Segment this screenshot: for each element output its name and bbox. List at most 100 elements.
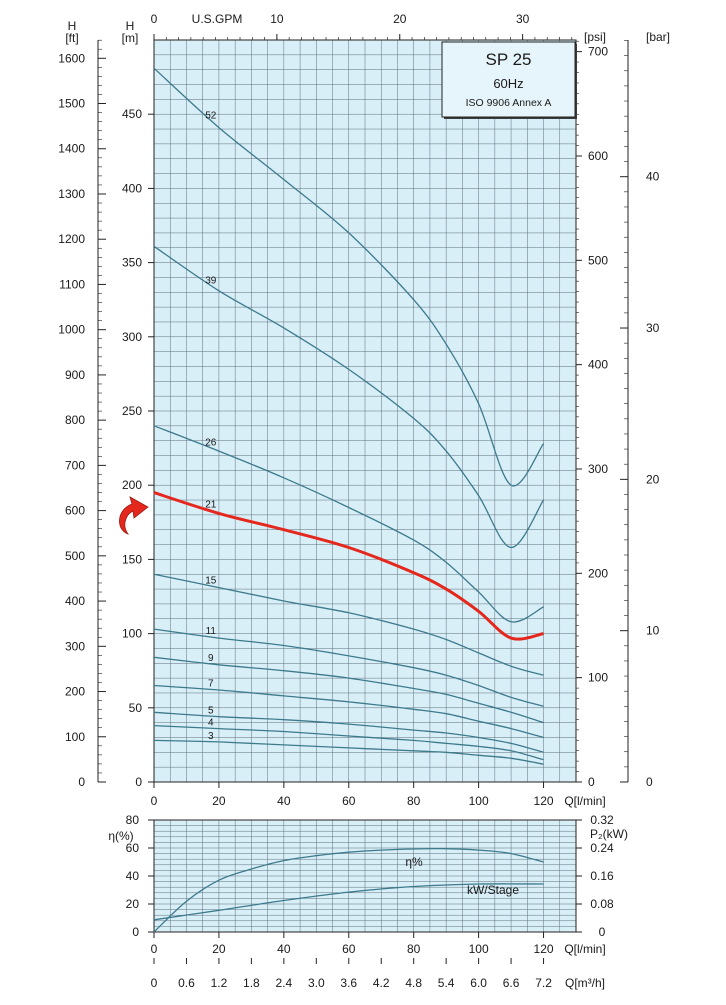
bar-tick-label: 0	[646, 775, 653, 789]
gpm-tick-label: 10	[270, 12, 284, 26]
stage-label-52: 52	[205, 111, 217, 122]
gpm-tick-label: 30	[516, 12, 530, 26]
pump-curve-stages-7	[153, 684, 544, 739]
ft-tick-label: 100	[65, 730, 85, 744]
ft-tick-label: 1500	[58, 97, 85, 111]
x-tick-label: 20	[212, 794, 226, 808]
eta-tick-label: 80	[126, 813, 140, 827]
m-tick-label: 450	[122, 107, 142, 121]
ft-tick-label: 500	[65, 549, 85, 563]
pump-curve-stages-9	[153, 656, 544, 724]
m3h-tick-label: 1.8	[243, 976, 260, 990]
ft-tick-label: 900	[65, 368, 85, 382]
stage-label-5: 5	[208, 705, 214, 716]
x-tick-label: 80	[407, 942, 421, 956]
x-axis-label: Q[l/min]	[564, 942, 605, 956]
stage-label-11: 11	[206, 626, 217, 637]
x-tick-label: 0	[151, 794, 158, 808]
p2-tick-label: 0.24	[590, 841, 614, 855]
eta-tick-label: 60	[126, 841, 140, 855]
m3h-tick-label: 2.4	[276, 976, 293, 990]
psi-tick-label: 600	[588, 149, 608, 163]
p2-tick-label: 0	[599, 925, 606, 939]
m3h-tick-label: 5.4	[438, 976, 455, 990]
m3h-tick-label: 3.0	[308, 976, 325, 990]
pump-curve-stages-39	[153, 245, 545, 549]
m-axis-unit: [m]	[122, 31, 139, 45]
pump-curve-stages-52	[153, 67, 545, 487]
ft-tick-label: 1400	[58, 142, 85, 156]
pump-curve-stages-5	[153, 711, 544, 753]
p2-tick-label: 0.08	[590, 897, 614, 911]
ft-axis-unit: [ft]	[65, 31, 78, 45]
efficiency-curve-label: η%	[405, 855, 423, 869]
x-tick-label: 60	[342, 942, 356, 956]
x-tick-label: 0	[151, 942, 158, 956]
psi-tick-label: 500	[588, 253, 608, 267]
m-axis-unit-top: H	[126, 19, 135, 33]
stage-label-7: 7	[208, 679, 214, 690]
m3h-tick-label: 1.2	[211, 976, 228, 990]
bar-tick-label: 20	[646, 472, 660, 486]
x-tick-label: 60	[342, 794, 356, 808]
psi-axis-unit: [psi]	[584, 30, 606, 44]
pump-curve-stages-4	[153, 724, 544, 761]
eta-axis-unit: η(%)	[108, 829, 133, 843]
stage-label-3: 3	[208, 731, 214, 742]
m3h-axis-label: Q[m³/h]	[565, 976, 605, 990]
psi-tick-label: 200	[588, 566, 608, 580]
pump-curve-stages-15	[153, 573, 544, 676]
eta-tick-label: 20	[126, 897, 140, 911]
ft-tick-label: 700	[65, 458, 85, 472]
ft-tick-label: 1200	[58, 232, 85, 246]
x-tick-label: 120	[534, 794, 554, 808]
ft-tick-label: 1600	[58, 51, 85, 65]
stage-label-4: 4	[208, 717, 214, 728]
ft-tick-label: 0	[78, 775, 85, 789]
bar-tick-label: 30	[646, 321, 660, 335]
frequency-label: 60Hz	[493, 76, 523, 91]
m-tick-label: 150	[122, 552, 142, 566]
x-tick-label: 100	[469, 942, 489, 956]
stage-label-26: 26	[205, 438, 217, 449]
stage-label-39: 39	[205, 275, 217, 286]
m3h-tick-label: 4.2	[373, 976, 390, 990]
psi-tick-label: 100	[588, 671, 608, 685]
m-tick-label: 100	[122, 627, 142, 641]
curve-power	[153, 883, 544, 921]
x-tick-label: 80	[407, 794, 421, 808]
ft-axis-unit-top: H	[68, 19, 77, 33]
psi-tick-label: 700	[588, 45, 608, 59]
ft-tick-label: 600	[65, 504, 85, 518]
title-box	[441, 41, 576, 118]
pump-curve-stages-26	[153, 425, 544, 623]
gpm-tick-label: 0	[151, 12, 158, 26]
x-axis-label: Q[l/min]	[564, 794, 605, 808]
x-tick-label: 40	[277, 794, 291, 808]
curve-efficiency	[153, 847, 544, 933]
psi-tick-label: 0	[588, 775, 595, 789]
p2-tick-label: 0.32	[590, 813, 614, 827]
ft-tick-label: 200	[65, 685, 85, 699]
bar-tick-label: 10	[646, 624, 660, 638]
m-tick-label: 0	[135, 775, 142, 789]
ft-tick-label: 400	[65, 594, 85, 608]
m-tick-label: 350	[122, 256, 142, 270]
m3h-tick-label: 0	[151, 976, 158, 990]
ft-tick-label: 1100	[59, 277, 85, 291]
x-tick-label: 100	[469, 794, 489, 808]
pump-curve-stages-21	[153, 491, 544, 641]
gpm-axis-label: U.S.GPM	[192, 12, 243, 26]
x-tick-label: 40	[277, 942, 291, 956]
pump-curve-stages-11	[153, 628, 544, 707]
p2-tick-label: 0.16	[590, 869, 614, 883]
stage-label-15: 15	[205, 575, 217, 586]
p2-axis-unit: P₂(kW)	[590, 827, 628, 841]
standard-label: ISO 9906 Annex A	[466, 97, 552, 109]
power-curve-label: kW/Stage	[467, 883, 519, 897]
x-tick-label: 20	[212, 942, 226, 956]
ft-tick-label: 1000	[58, 323, 85, 337]
x-tick-label: 120	[534, 942, 554, 956]
model-name: SP 25	[485, 50, 531, 69]
